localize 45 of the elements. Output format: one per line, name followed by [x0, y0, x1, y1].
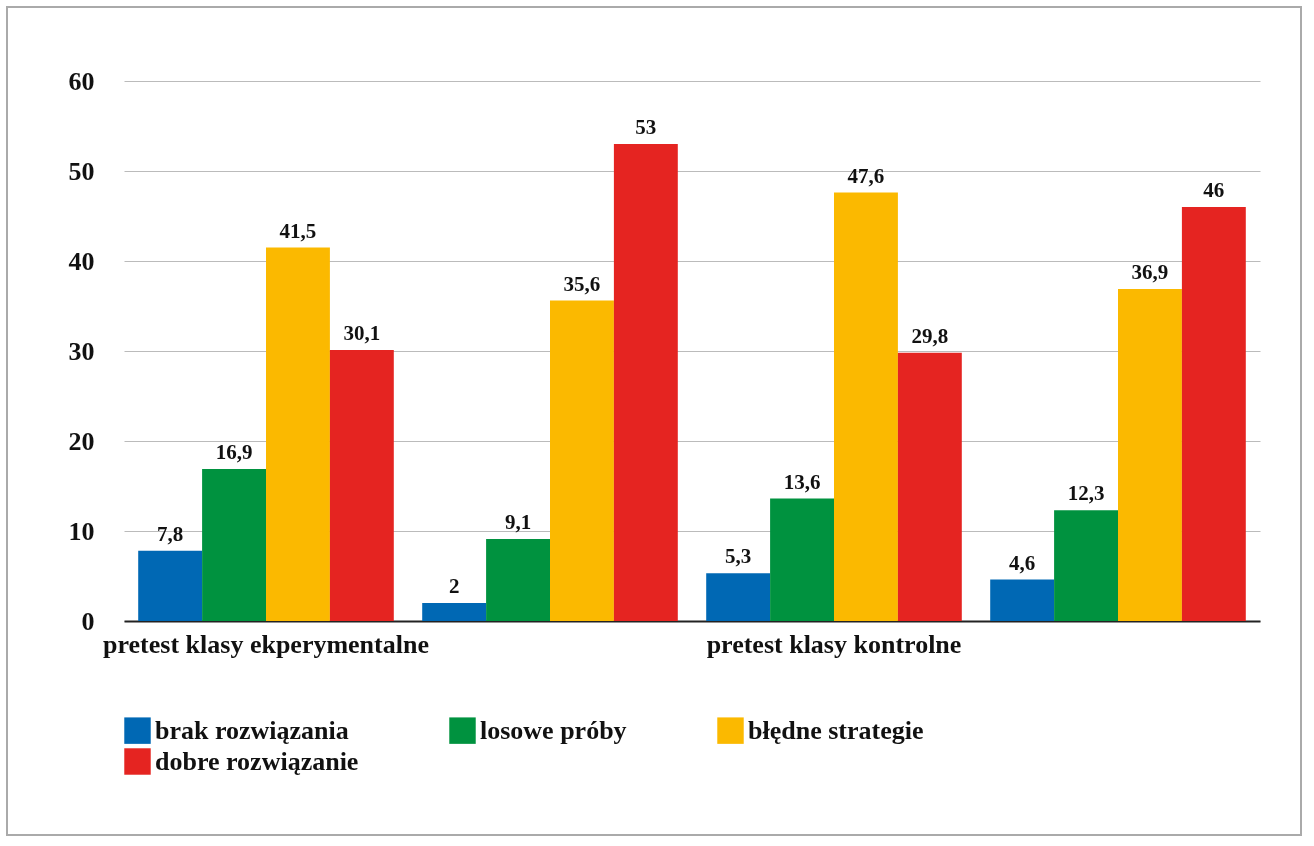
legend-label: brak rozwiązania: [155, 715, 349, 745]
data-label: 30,1: [343, 321, 381, 346]
bar: [770, 498, 834, 621]
bar: [329, 350, 394, 621]
data-label: 46: [1203, 178, 1225, 202]
y-tick-label: 50: [68, 156, 95, 186]
y-tick-label: 0: [81, 606, 95, 636]
data-label: 29,8: [911, 323, 949, 348]
bar: [706, 573, 771, 621]
legend-label: losowe próby: [480, 715, 627, 745]
data-label: 35,6: [563, 271, 601, 296]
data-label: 16,9: [215, 439, 253, 464]
bar: [1054, 510, 1118, 621]
bar: [422, 603, 487, 621]
y-tick-label: 10: [68, 516, 95, 546]
data-label: 7,8: [157, 521, 184, 546]
data-label: 4,6: [1009, 550, 1036, 575]
data-label: 12,3: [1067, 481, 1105, 506]
data-label: 47,6: [847, 163, 885, 188]
data-label: 5,3: [725, 544, 752, 569]
bar: [550, 300, 614, 621]
bar: [1181, 207, 1246, 621]
data-label: 36,9: [1131, 259, 1169, 284]
bar: [613, 144, 678, 621]
y-tick-label: 60: [68, 66, 95, 96]
x-tick-label: pretest klasy ekperymentalne: [103, 629, 429, 659]
bar: [202, 468, 266, 621]
data-label: 41,5: [279, 218, 317, 243]
legend-label: błędne strategie: [748, 715, 924, 745]
data-label: 2: [448, 574, 460, 598]
bar: [834, 192, 898, 621]
data-label: 13,6: [783, 469, 821, 494]
bar: [138, 550, 203, 621]
bar: [1118, 288, 1182, 621]
data-label: 53: [635, 115, 657, 139]
bar: [990, 579, 1055, 621]
data-label: 9,1: [504, 510, 532, 535]
bar: [266, 247, 330, 621]
y-tick-label: 30: [68, 336, 95, 366]
y-tick-label: 40: [68, 246, 95, 276]
bar: [897, 352, 962, 621]
legend-label: dobre rozwiązanie: [155, 746, 359, 776]
bar: [486, 539, 550, 621]
x-tick-label: pretest klasy kontrolne: [706, 629, 962, 659]
y-tick-label: 20: [68, 426, 95, 456]
